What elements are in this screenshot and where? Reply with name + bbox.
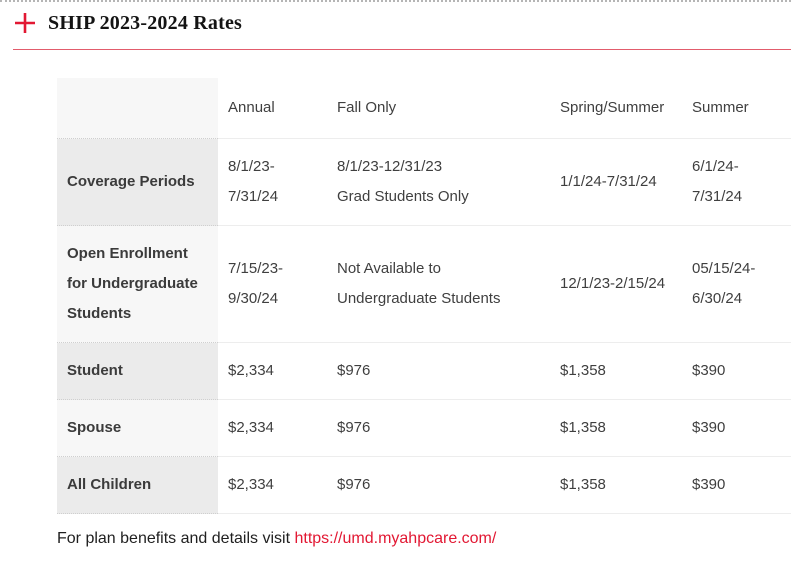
accordion-toggle[interactable]: SHIP 2023-2024 Rates: [0, 2, 791, 35]
row-label: Coverage Periods: [57, 138, 218, 226]
cell-value: 8/1/23-7/31/24: [218, 138, 327, 226]
cell-value: 1/1/24-7/31/24: [550, 138, 682, 226]
table-row-spouse: Spouse $2,334 $976 $1,358 $390: [57, 399, 791, 457]
table-row-coverage-periods: Coverage Periods 8/1/23-7/31/24 8/1/23-1…: [57, 138, 791, 226]
section-divider: [13, 49, 791, 50]
cell-value: $976: [327, 456, 550, 514]
table-row-student: Student $2,334 $976 $1,358 $390: [57, 342, 791, 400]
expand-plus-icon[interactable]: [13, 11, 37, 35]
header-cell-spring-summer: Spring/Summer: [550, 78, 682, 139]
cell-value: $390: [682, 456, 791, 514]
rates-table: Annual Fall Only Spring/Summer Summer Co…: [57, 78, 791, 514]
cell-value: $390: [682, 399, 791, 457]
table-row-all-children: All Children $2,334 $976 $1,358 $390: [57, 456, 791, 514]
cell-value: $390: [682, 342, 791, 400]
cell-value: $1,358: [550, 456, 682, 514]
header-cell-summer: Summer: [682, 78, 791, 139]
table-header-row: Annual Fall Only Spring/Summer Summer: [57, 78, 791, 139]
cell-value: $2,334: [218, 456, 327, 514]
header-cell-fall-only: Fall Only: [327, 78, 550, 139]
cell-value: $976: [327, 342, 550, 400]
header-cell-blank: [57, 78, 218, 139]
cell-value: 8/1/23-12/31/23 Grad Students Only: [327, 138, 550, 226]
myahpcare-link[interactable]: https://umd.myahpcare.com/: [294, 530, 497, 547]
table-row-open-enrollment: Open Enrollment for Undergraduate Studen…: [57, 225, 791, 343]
row-label: Open Enrollment for Undergraduate Studen…: [57, 225, 218, 343]
cell-value: 7/15/23-9/30/24: [218, 225, 327, 343]
cell-value: $1,358: [550, 342, 682, 400]
section-title: SHIP 2023-2024 Rates: [48, 11, 242, 34]
cell-value: $2,334: [218, 399, 327, 457]
row-label: Spouse: [57, 399, 218, 457]
header-cell-annual: Annual: [218, 78, 327, 139]
cell-value: 12/1/23-2/15/24: [550, 225, 682, 343]
cell-value: $976: [327, 399, 550, 457]
cell-value: 6/1/24-7/31/24: [682, 138, 791, 226]
rates-table-container: Annual Fall Only Spring/Summer Summer Co…: [57, 78, 791, 514]
note-text: For plan benefits and details visit: [57, 530, 295, 547]
cell-value: $2,334: [218, 342, 327, 400]
cell-value: 05/15/24-6/30/24: [682, 225, 791, 343]
cell-value: Not Available to Undergraduate Students: [327, 225, 550, 343]
row-label: All Children: [57, 456, 218, 514]
row-label: Student: [57, 342, 218, 400]
cell-value: $1,358: [550, 399, 682, 457]
plan-benefits-note: For plan benefits and details visit http…: [57, 530, 791, 548]
